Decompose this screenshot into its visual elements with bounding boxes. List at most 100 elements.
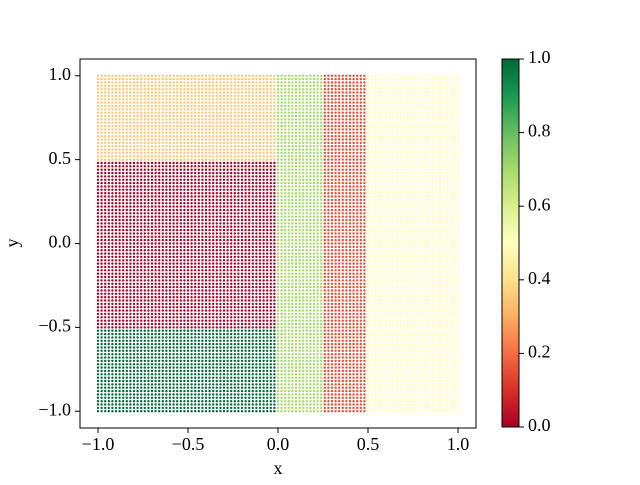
scatter-point: [158, 88, 161, 91]
scatter-point: [118, 279, 121, 282]
scatter-point: [122, 329, 125, 332]
scatter-point: [190, 208, 193, 212]
scatter-point: [269, 161, 272, 165]
scatter-point: [172, 128, 175, 131]
scatter-point: [230, 339, 233, 342]
scatter-point: [219, 393, 222, 396]
scatter-point: [204, 262, 208, 265]
scatter-point: [165, 376, 168, 379]
scatter-point: [114, 232, 118, 235]
scatter-point: [132, 88, 136, 91]
scatter-point: [201, 262, 204, 265]
scatter-point: [165, 279, 168, 282]
scatter-point: [140, 396, 143, 399]
scatter-point: [194, 279, 197, 282]
scatter-point: [226, 285, 229, 289]
scatter-point: [222, 148, 226, 151]
scatter-point: [237, 84, 240, 88]
scatter-point: [147, 316, 150, 319]
scatter-point: [136, 111, 139, 114]
scatter-point: [114, 255, 118, 259]
scatter-point: [219, 376, 222, 379]
scatter-point: [208, 148, 211, 151]
scatter-point: [240, 339, 244, 342]
scatter-point: [129, 225, 132, 228]
scatter-point: [244, 212, 247, 215]
scatter-point: [168, 376, 172, 379]
scatter-point: [176, 342, 179, 346]
scatter-point: [240, 366, 244, 369]
scatter-point: [215, 228, 218, 232]
scatter-point: [273, 296, 276, 299]
scatter-point: [158, 228, 161, 232]
scatter-point: [107, 232, 111, 235]
scatter-point: [179, 346, 182, 349]
scatter-point: [266, 403, 269, 406]
scatter-point: [248, 332, 251, 336]
scatter-point: [215, 366, 218, 369]
scatter-point: [104, 88, 107, 91]
scatter-point: [136, 346, 139, 349]
scatter-point: [183, 212, 186, 215]
scatter-point: [107, 302, 111, 306]
scatter-point: [262, 292, 265, 295]
scatter-point: [266, 222, 269, 225]
scatter-point: [226, 306, 229, 309]
scatter-point: [147, 121, 150, 124]
scatter-point: [201, 228, 204, 232]
scatter-point: [118, 128, 121, 131]
scatter-point: [237, 255, 240, 259]
scatter-point: [183, 188, 186, 191]
scatter-point: [208, 151, 211, 155]
scatter-point: [114, 356, 118, 359]
scatter-point: [212, 222, 215, 225]
scatter-point: [248, 198, 251, 202]
scatter-point: [161, 312, 164, 316]
scatter-point: [125, 74, 128, 78]
scatter-point: [201, 296, 204, 299]
scatter-point: [168, 389, 172, 393]
scatter-point: [136, 349, 139, 352]
scatter-point: [96, 282, 100, 285]
scatter-point: [150, 319, 154, 322]
scatter-point: [201, 309, 204, 312]
scatter-point: [194, 296, 197, 299]
scatter-point: [147, 322, 150, 326]
scatter-point: [237, 336, 240, 339]
scatter-point: [154, 218, 157, 222]
scatter-point: [136, 242, 139, 245]
scatter-point: [183, 322, 186, 326]
scatter-point: [226, 332, 229, 336]
scatter-point: [273, 265, 276, 269]
scatter-point: [251, 111, 254, 114]
scatter-point: [129, 202, 132, 205]
scatter-point: [212, 353, 215, 356]
scatter-point: [154, 373, 157, 376]
scatter-point: [233, 245, 236, 249]
scatter-point: [176, 383, 179, 386]
scatter-point: [118, 135, 121, 138]
scatter-point: [96, 329, 100, 332]
scatter-point: [222, 138, 226, 141]
scatter-point: [255, 329, 258, 332]
scatter-point: [215, 88, 218, 91]
scatter-point: [154, 128, 157, 131]
scatter-point: [118, 393, 121, 396]
scatter-point: [150, 175, 154, 178]
scatter-point: [222, 181, 226, 185]
scatter-point: [150, 111, 154, 114]
scatter-point: [161, 299, 164, 302]
scatter-point: [158, 111, 161, 114]
scatter-point: [237, 114, 240, 118]
scatter-point: [197, 161, 200, 165]
scatter-point: [190, 178, 193, 181]
scatter-point: [230, 135, 233, 138]
scatter-point: [248, 128, 251, 131]
scatter-point: [143, 275, 146, 279]
scatter-point: [136, 339, 139, 342]
scatter-point: [172, 178, 175, 181]
scatter-point: [240, 309, 244, 312]
scatter-point: [122, 306, 125, 309]
scatter-point: [168, 346, 172, 349]
scatter-point: [179, 319, 182, 322]
